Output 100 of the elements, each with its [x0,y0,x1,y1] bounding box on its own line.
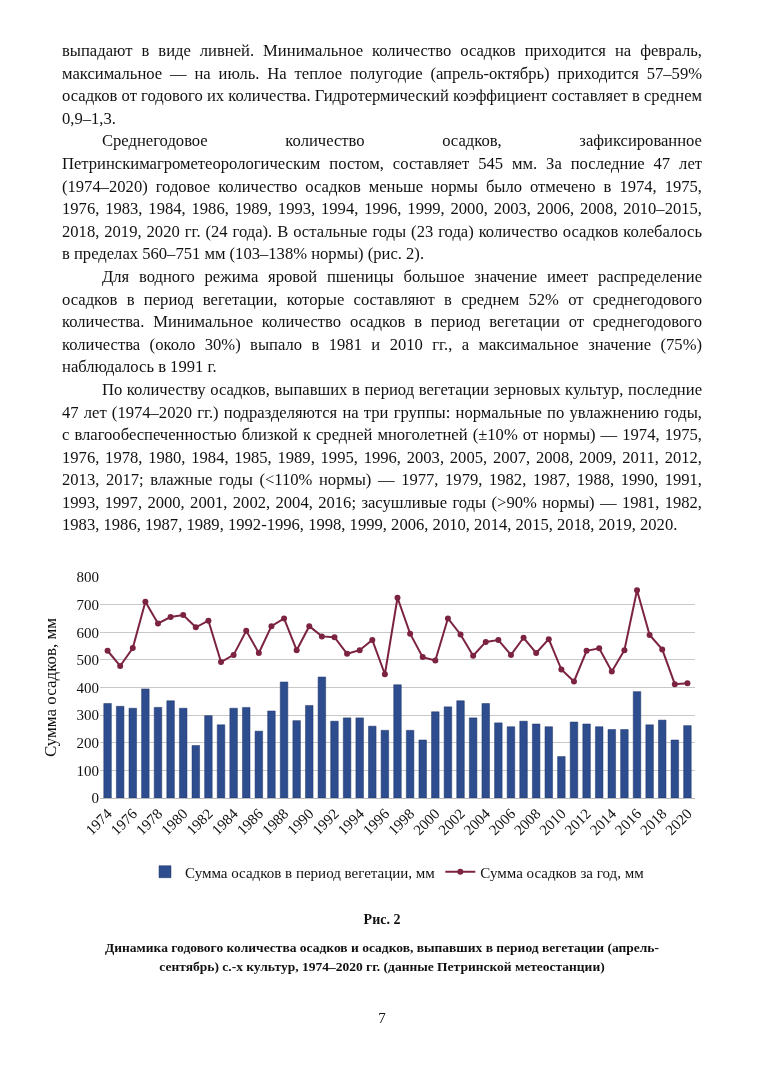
bar [330,720,339,798]
point [646,632,653,639]
bar [216,724,226,798]
bar [343,717,352,798]
y-axis-title: Сумма осадков, мм [41,617,60,758]
bar [153,707,163,798]
bar [557,756,566,798]
point [419,654,426,661]
bar [519,720,528,798]
bar [683,725,692,798]
bar [141,688,150,798]
point [671,681,678,688]
point [230,651,237,658]
point [520,634,527,641]
point [192,624,199,631]
point [470,652,477,659]
point [583,647,590,654]
bar [607,729,616,798]
bar [267,710,276,798]
point [621,647,628,654]
point [318,633,325,640]
y-tick-label: 500 [76,652,99,669]
bar [481,703,490,798]
bar [670,739,679,798]
point [268,623,275,630]
point [407,630,414,637]
point [507,651,514,658]
y-tick-label: 300 [76,707,99,724]
bar [305,705,314,798]
point [533,649,540,656]
bar [128,707,137,798]
point [596,645,603,652]
bar [280,681,289,798]
bar [645,724,654,798]
point [495,636,502,643]
bar [242,707,251,798]
point [154,620,161,627]
bar [229,707,238,798]
legend-label: Сумма осадков за год, мм [480,864,645,881]
point [293,647,300,654]
y-tick-label: 400 [76,679,99,696]
point [444,615,451,622]
bar [166,700,175,798]
bar [406,730,415,798]
bar [620,729,629,798]
y-tick-label: 0 [91,790,99,807]
bar [103,703,112,798]
bar [532,723,541,798]
text: Для водного режима яровой пшеницы большое значение имеет распределение осадков в период вегетации, которые составляют в среднем 52% от среднегодового количества. Минимальное количество осадков в период вегетации от среднегодового количества (около 30%) выпало в 1981 и 2010 гг., а максимальное значение (75%) наблюдалось в 1991 г. [62,265,702,379]
text: Динамика годового количества осадков и осадков, выпавших в период вегетации (апрель-сентябрь) с.-х культур, 1974–2020 гг. (данные Петринской метеостанции) [104,939,660,976]
text: 7 [377,1010,387,1027]
bar [456,700,465,798]
point [117,662,124,669]
bar [658,719,667,798]
point [634,587,641,594]
point [570,678,577,685]
point [331,634,338,641]
point [432,657,439,664]
point [684,680,691,687]
point [457,631,464,638]
point [608,668,615,675]
y-tick-label: 600 [76,624,99,641]
bar [393,684,402,798]
point [129,645,136,651]
text: По количеству осадков, выпавших в период вегетации зерновых культур, последние 47 лет (1974–2020 гг.) подразделяются на три группы: нормальные по увлажнению годы, с влагообеспеченностью близкой к средней многолетней (±10% от нормы) — 1974, 1975, 1976, 1978, 1980, 1984, 1985, 1989, 1995, 1996, 2003, 2005, 2007, 2008, 2009, 2011, 2012, 2013, 2017; влажные годы (<110% нормы) — 1977, 1979, 1982, 1987, 1988, 1990, 1991, 1993, 1997, 2000, 2001, 2002, 2004, 2016; засушливые годы (>90% нормы) — 1981, 1982, 1983, 1986, 1987, 1989, 1992-1996, 1998, 1999, 2006, 2010, 2014, 2015, 2018, 2019, 2020. [62,378,702,537]
bar [632,691,642,798]
legend-label: Сумма осадков в период вегетации, мм [185,864,436,881]
y-tick-label: 100 [76,762,99,779]
point [356,647,363,654]
point [558,666,565,673]
bar [569,721,579,798]
point [281,615,288,622]
bar [179,707,188,798]
point [104,647,111,654]
bar [292,720,301,798]
bar [368,725,377,798]
point [142,598,149,605]
text: выпадают в виде ливней. Минимальное количество осадков приходится на февраль, максимальное — на июль. На теплое полугодие (апрель-октябрь) приходится 57–59% осадков от годового их количества. Гидротермический коэффициент составляет в среднем 0,9–1,3. [62,40,702,130]
text: Рис. 2 [362,912,402,928]
bar [254,730,263,798]
bar [204,715,213,798]
point [394,594,401,601]
text: Среднегодовое количество осадков, зафиксированное Петринскимагрометеорологическим постом, составляет 545 мм. За последние 47 лет (1974–2020) годовое количество осадков меньше нормы было отмечено в 1974, 1975, 1976, 1983, 1984, 1986, 1989, 1993, 1994, 1996, 1999, 2000, 2003, 2006, 2008, 2010–2015, 2018, 2019, 2020 гг. (24 года). В остальные годы (23 года) количество осадков колебалось в пределах 560–751 мм (103–138% нормы) (рис. 2). [62,130,702,266]
point [344,650,351,657]
bar [494,722,503,798]
point [545,636,552,643]
point [167,614,174,621]
bar [317,676,326,798]
bar [191,745,200,798]
point [482,638,489,645]
bar [380,730,389,798]
bar [116,706,125,798]
point [659,646,666,653]
point [381,671,388,678]
y-tick-label: 800 [76,569,99,586]
y-tick-label: 700 [76,596,99,613]
bar [544,726,553,798]
point [180,612,187,619]
bar [506,726,515,798]
bar [595,726,604,798]
